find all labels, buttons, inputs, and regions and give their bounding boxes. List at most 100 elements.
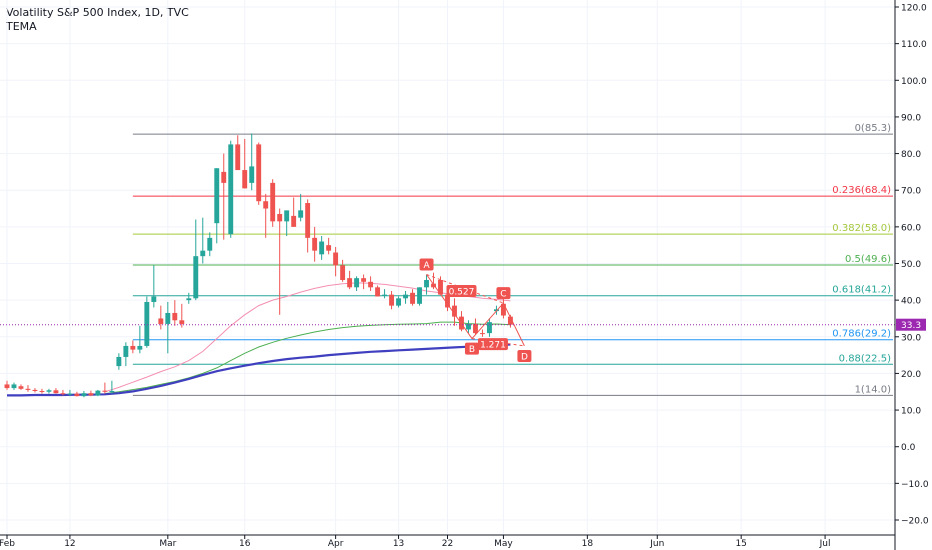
candle <box>46 388 52 394</box>
x-tick-label: 22 <box>442 539 453 549</box>
ma-series-line <box>7 343 511 397</box>
pattern-point-label: B <box>469 345 475 355</box>
price-axis[interactable]: −20.0 −10.0 0.0 10.0 20.0 30.0 40.0 50.0 60.0 70.… <box>894 0 929 550</box>
fib-level-label: 0.382(58.0) <box>832 223 891 234</box>
candle <box>102 382 108 394</box>
current-price-badge <box>896 318 926 331</box>
candle <box>228 140 234 238</box>
candle-body <box>424 279 429 288</box>
y-tick-label: −10.0 <box>901 480 929 490</box>
candle-body <box>382 294 388 296</box>
time-axis[interactable]: Feb 12 Mar 16 Apr 13 22 May 18 Jun 15 Jul <box>0 534 895 549</box>
candle <box>249 133 255 191</box>
pattern-ratio-label: 1.271 <box>480 341 506 351</box>
candle <box>242 138 248 189</box>
candle-body <box>193 256 199 299</box>
pattern-point-a[interactable]: A <box>419 258 434 271</box>
candle <box>172 300 178 326</box>
candle-body <box>116 356 122 367</box>
abcd-pattern[interactable]: A B C D 0.527 1.271 <box>419 258 532 363</box>
candle-body <box>403 294 408 299</box>
candle <box>74 391 80 397</box>
candle-body <box>256 144 262 202</box>
candle-body <box>11 384 17 389</box>
y-tick-label: 60.0 <box>901 223 921 233</box>
candle <box>375 285 381 297</box>
candle-body <box>326 245 332 251</box>
candle-body <box>354 278 360 288</box>
candle <box>410 289 415 306</box>
candle <box>291 197 297 227</box>
candle <box>137 325 143 354</box>
candle-body <box>144 301 150 346</box>
pattern-point-badge <box>517 349 532 362</box>
candle <box>221 153 227 240</box>
candle-body <box>158 318 164 324</box>
candle <box>95 389 101 397</box>
candle <box>109 380 115 394</box>
candle <box>179 303 185 328</box>
candle-body <box>500 303 506 316</box>
pattern-point-d[interactable]: D <box>517 349 532 363</box>
candle-body <box>102 390 108 392</box>
x-tick-label: 12 <box>64 539 75 549</box>
candle-body <box>39 391 45 393</box>
candle <box>263 193 269 238</box>
candle-body <box>130 345 136 350</box>
candle-body <box>32 389 38 392</box>
pattern-ratio[interactable]: 0.527 <box>446 284 477 298</box>
candle-body <box>151 296 157 302</box>
pattern-ratio[interactable]: 1.271 <box>477 338 508 351</box>
fib-level-label: 0.5(49.6) <box>845 254 891 265</box>
fib-level-label: 0.618(41.2) <box>832 285 891 296</box>
x-tick-label: 16 <box>239 539 251 549</box>
candle-body <box>207 237 213 251</box>
fibonacci-retracement[interactable]: 0(85.3) 0.236(68.4) 0.382(58.0) 0.5(49.6) 0.… <box>132 123 893 396</box>
y-tick-label: 120.0 <box>901 4 927 14</box>
current-price-value: 33.3 <box>901 321 921 331</box>
candle-body <box>95 390 101 396</box>
pattern-ratio-line <box>426 274 504 304</box>
candle-body <box>480 333 485 335</box>
y-tick-label: 70.0 <box>901 187 921 197</box>
candle-body <box>4 384 10 389</box>
candle <box>207 232 213 257</box>
candle <box>88 390 94 397</box>
candle <box>298 193 304 222</box>
pattern-point-label: C <box>500 290 506 300</box>
chart-title: Volatility S&P 500 Index, 1D, TVC <box>6 6 189 19</box>
y-tick-label: 110.0 <box>901 40 927 50</box>
candle <box>67 389 73 397</box>
candle-body <box>340 265 346 280</box>
fib-level-label: 0.236(68.4) <box>832 185 891 196</box>
candle-body <box>25 388 31 390</box>
pattern-ratio-label: 0.527 <box>449 287 475 297</box>
y-tick-label: −20.0 <box>901 517 929 527</box>
candle <box>284 210 290 237</box>
candle-body <box>74 393 80 397</box>
candle-body <box>249 166 255 183</box>
candle-body <box>347 278 353 288</box>
candle-body <box>200 250 206 257</box>
candle-body <box>431 283 436 288</box>
fib-level-label: 1(14.0) <box>855 384 892 395</box>
candle-body <box>473 323 478 334</box>
candle <box>333 247 339 277</box>
x-tick-label: Jun <box>649 539 664 549</box>
y-tick-label: 0.0 <box>901 443 916 453</box>
candle <box>473 318 478 335</box>
x-tick-label: Feb <box>0 539 15 549</box>
candle <box>39 388 45 394</box>
y-tick-label: 50.0 <box>901 260 921 270</box>
candle-body <box>277 214 283 222</box>
x-tick-label: Mar <box>159 539 176 549</box>
current-price-tag[interactable]: 33.3 <box>896 318 926 332</box>
pattern-point-b[interactable]: B <box>464 342 479 356</box>
candle-body <box>165 312 171 324</box>
y-tick-label: 80.0 <box>901 150 921 160</box>
pattern-point-label: A <box>423 261 430 271</box>
candle-body <box>137 345 143 350</box>
candle <box>382 289 388 299</box>
pattern-point-c[interactable]: C <box>496 287 511 300</box>
